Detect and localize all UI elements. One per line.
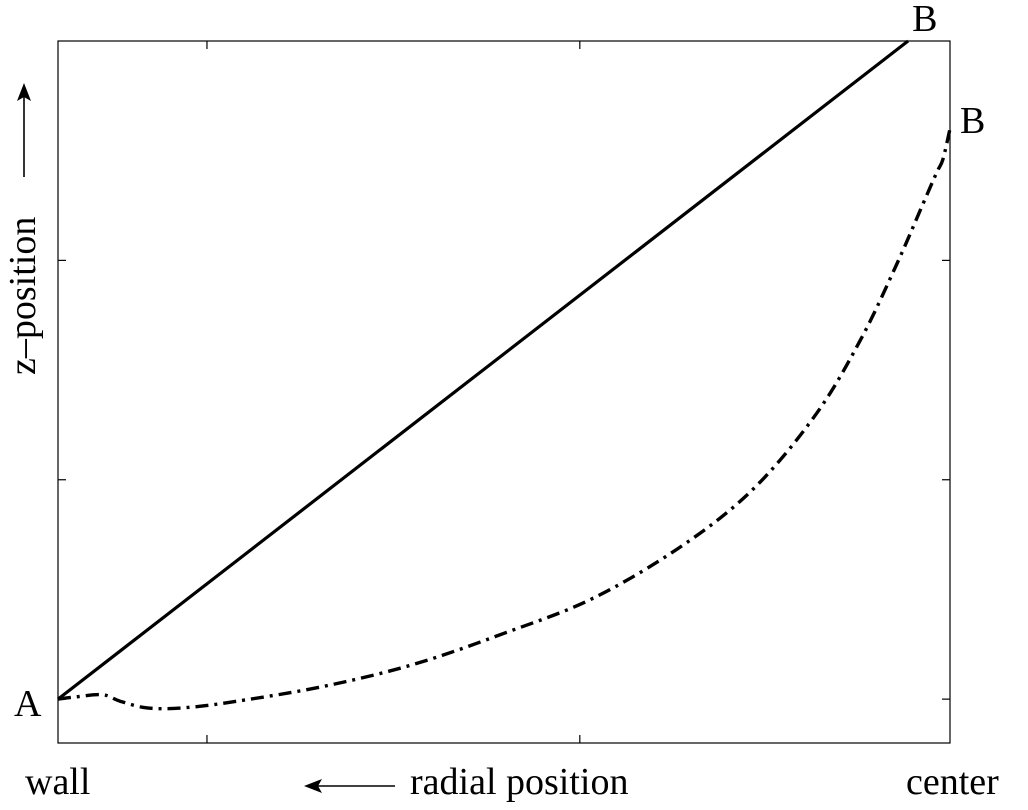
y-label-arrowhead-icon (17, 83, 31, 101)
y-axis-label: z–position (2, 217, 44, 375)
series-layer (57, 39, 952, 711)
x-axis-label: radial position (410, 761, 628, 803)
axis-ticks (58, 41, 950, 743)
point-labels: A B B (14, 0, 985, 725)
series-line-dash-dot (57, 128, 952, 711)
x-right-label: center (906, 761, 999, 803)
x-axis-label-group: radial position (304, 761, 628, 803)
y-axis-label-group: z–position (2, 83, 44, 375)
x-left-label: wall (25, 761, 90, 803)
series-line-solid (57, 39, 910, 701)
point-label-end: B (912, 0, 937, 40)
x-label-arrowhead-icon (304, 779, 322, 793)
point-label-start: A (14, 683, 42, 725)
point-label-end: B (960, 100, 985, 142)
plot-frame (57, 40, 951, 744)
